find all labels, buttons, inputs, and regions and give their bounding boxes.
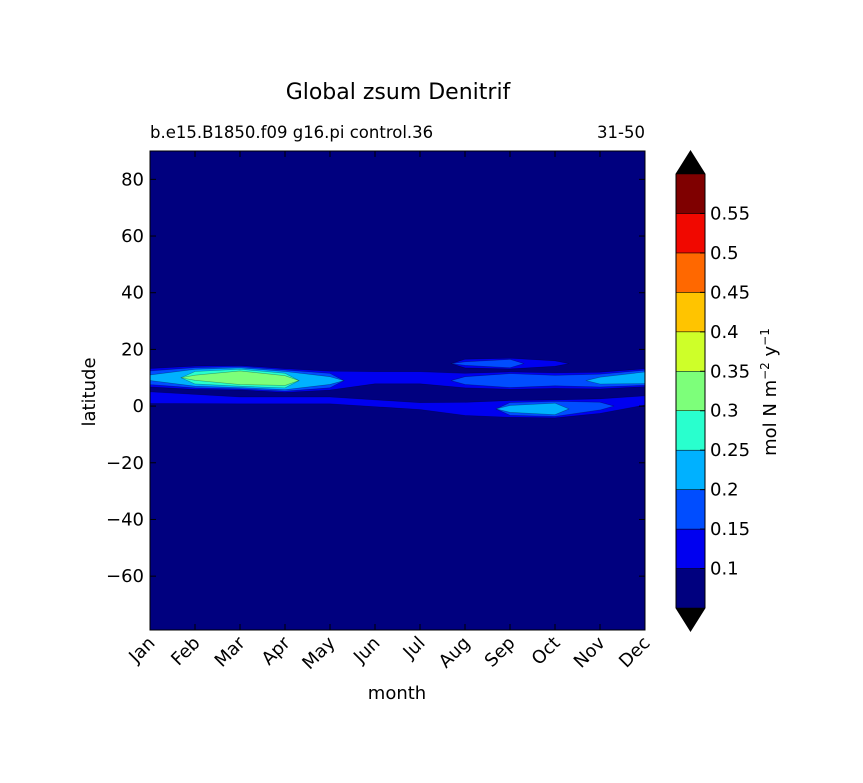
- plot-background: [150, 151, 645, 630]
- contour-band-1-level-3-part-3: [585, 371, 645, 385]
- colorbar-segment-2: [675, 528, 706, 569]
- x-tick-label-7: Jul: [399, 633, 430, 664]
- colorbar-extend-top: [676, 151, 705, 174]
- y-axis: 80 60 40 20 0 −20 −40 −60: [106, 169, 645, 587]
- x-tick-label-6: Jun: [349, 633, 384, 668]
- contour-band-1-level-5-part-1: [180, 370, 300, 386]
- plot-area: Jan Feb Mar Apr May Jun Jul Aug Sep Oct Nov Dec 80 6…: [106, 150, 655, 674]
- colorbar-tick-label-8: 0.45: [710, 282, 750, 303]
- chart-subtitle-right: 31-50: [597, 123, 645, 142]
- colorbar-tick-label-3: 0.2: [710, 480, 739, 501]
- y-tick-label-5: 0: [133, 396, 144, 417]
- colorbar-segment-3: [675, 489, 706, 530]
- colorbar-tick-label-10: 0.55: [710, 203, 750, 224]
- x-tick-label-9: Sep: [481, 633, 520, 672]
- colorbar-segment-9: [675, 252, 706, 293]
- x-tick-label-10: Oct: [528, 633, 565, 670]
- colorbar-segment-1: [675, 568, 706, 609]
- x-tick-label-1: Jan: [124, 633, 159, 668]
- y-tick-label-3: 40: [121, 283, 144, 304]
- x-tick-label-11: Nov: [570, 632, 610, 672]
- y-tick-label-6: −20: [106, 453, 144, 474]
- colorbar-tick-label-7: 0.4: [710, 322, 739, 343]
- colorbar-tick-label-1: 0.1: [710, 559, 739, 580]
- colorbar-segment-10: [675, 213, 706, 254]
- colorbar-label-mid: y: [760, 345, 781, 362]
- colorbar-segment-11: [675, 173, 706, 214]
- colorbar-label: mol N m−2 y−1: [758, 328, 781, 456]
- y-axis-label: latitude: [79, 357, 100, 426]
- y-tick-label-2: 60: [121, 226, 144, 247]
- colorbar-segment-6: [675, 371, 706, 411]
- colorbar-segment-7: [675, 331, 706, 372]
- colorbar-segment-4: [675, 449, 706, 490]
- colorbar-label-exp1: −2: [758, 362, 772, 380]
- y-tick-label-7: −40: [106, 509, 144, 530]
- contour-band-1-level-2-part-2: [450, 369, 645, 388]
- colorbar-tick-label-4: 0.25: [710, 440, 750, 461]
- x-axis-label: month: [368, 683, 426, 704]
- plot-frame: [149, 150, 646, 631]
- colorbar-tick-label-6: 0.35: [710, 361, 750, 382]
- y-tick-label-8: −60: [106, 566, 144, 587]
- colorbar-tick-label-9: 0.5: [710, 243, 739, 264]
- y-tick-label-4: 20: [121, 339, 144, 360]
- x-tick-label-3: Mar: [211, 632, 250, 671]
- x-tick-label-12: Dec: [615, 633, 654, 672]
- chart-subtitle-left: b.e15.B1850.f09 g16.pi control.36: [150, 123, 433, 142]
- y-tick-label-1: 80: [121, 169, 144, 190]
- colorbar-segment-8: [675, 292, 706, 333]
- colorbar-segment-5: [675, 410, 706, 451]
- x-tick-label-5: May: [298, 632, 339, 673]
- contour-band-2-level-3-part-1: [495, 402, 570, 415]
- colorbar-extend-bottom: [676, 608, 705, 631]
- chart-title: Global zsum Denitrif: [286, 80, 512, 105]
- contour-band-3-level-2-part-1: [450, 359, 525, 369]
- x-tick-label-2: Feb: [167, 633, 204, 670]
- colorbar-outline: [675, 150, 706, 632]
- colorbar-tick-label-2: 0.15: [710, 519, 750, 540]
- colorbar: 0.1 0.15 0.2 0.25 0.3 0.35 0.4 0.45 0.5 0.55: [675, 150, 750, 632]
- colorbar-label-text: mol N m: [760, 380, 781, 456]
- colorbar-tick-label-5: 0.3: [710, 401, 739, 422]
- x-tick-label-8: Aug: [435, 633, 475, 673]
- contour-fill: [150, 357, 645, 419]
- x-tick-label-4: Apr: [258, 632, 295, 669]
- colorbar-label-exp2: −1: [758, 328, 772, 346]
